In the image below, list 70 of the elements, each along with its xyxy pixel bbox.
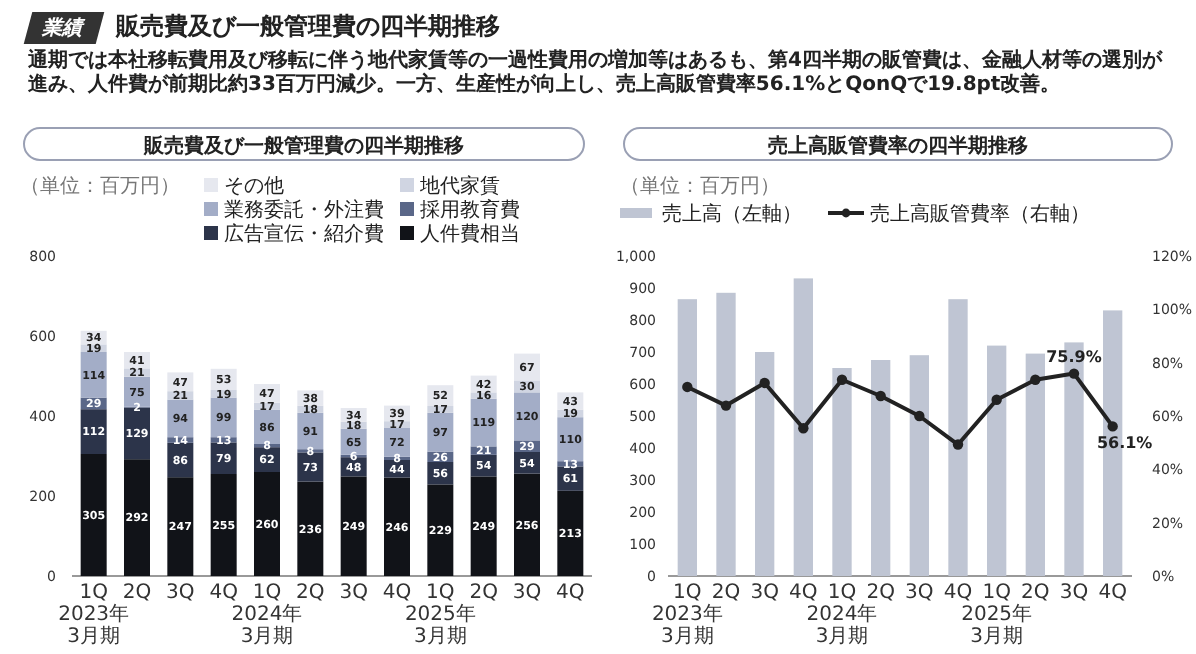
bar: [909, 355, 929, 576]
text: （単位：百万円）: [20, 174, 180, 198]
x-tick-label: 3Q: [1059, 582, 1089, 604]
legend-label: 売上高（左軸）: [662, 202, 802, 226]
point: [682, 381, 693, 393]
bar: [871, 360, 891, 576]
chart-title: 販売費及び一般管理費の四半期推移: [142, 134, 464, 158]
point: [798, 423, 809, 434]
bar: [80, 454, 107, 576]
legend-label: 地代家賃: [418, 174, 500, 198]
legend-label: 業務委託・外注費: [224, 198, 384, 222]
bar: [80, 409, 107, 454]
text: （単位：百万円）: [620, 174, 780, 198]
bar: [470, 476, 497, 576]
point: [991, 394, 1002, 405]
legend-label: 採用教育費: [420, 198, 520, 222]
bar: [948, 299, 968, 576]
bar: [987, 345, 1007, 576]
bar: [384, 477, 410, 576]
bar: [297, 481, 324, 576]
point: [836, 374, 848, 385]
legend-label: その他: [224, 174, 284, 198]
bar: [254, 472, 280, 576]
bar: [514, 392, 540, 441]
bar: [427, 484, 454, 576]
bar: [427, 412, 454, 452]
chart-title: 売上高販管費率の四半期推移: [768, 134, 1028, 158]
point: [1068, 368, 1080, 379]
point: [759, 377, 770, 389]
bar: [210, 474, 237, 576]
bar: [755, 352, 775, 576]
bar: [793, 278, 813, 576]
x-tick-label: 2Q: [1021, 582, 1050, 604]
text: 業績: [23, 11, 105, 43]
data-label: 56.1%: [1096, 434, 1153, 453]
bar: [340, 476, 367, 576]
x-tick-label: 3Q: [750, 582, 780, 604]
point: [914, 410, 925, 422]
bar: [716, 292, 736, 576]
bar: [832, 368, 852, 576]
legend-label: 人件費相当: [420, 222, 520, 246]
point: [875, 390, 886, 402]
x-tick-label: 2Q: [866, 582, 896, 604]
text: 販売費及び一般管理費の四半期推移: [116, 10, 500, 44]
x-tick-label: 4Q: [789, 582, 818, 604]
x-tick-label: 2Q: [469, 582, 499, 604]
data-label: 75.9%: [1046, 347, 1102, 366]
x-tick-label: 3Q: [166, 582, 195, 604]
legend-label: 売上高販管費率（右軸）: [870, 202, 1090, 226]
point: [952, 439, 964, 450]
x-tick-label: 3Q: [512, 582, 542, 604]
x-tick-label: 4Q: [1098, 582, 1128, 604]
x-tick-label: 2Q: [711, 582, 741, 604]
text: 通期では本社移転費用及び移転に伴う地代家賃等の一過性費用の増加等はあるも、第4四半期の販管費は、金融人材等の選別が進み、人件費が前期比約33百万円減少。一方、生産性が向上し、売上高販管費率56.1%とQonQで19.8pt改善。: [28, 50, 1165, 98]
x-tick-label: 2Q: [296, 582, 325, 604]
x-tick-label: 3Q: [905, 582, 934, 604]
point: [720, 400, 732, 411]
bar: [677, 299, 697, 576]
bar: [124, 459, 150, 576]
x-tick-label: 4Q: [943, 582, 973, 604]
x-tick-label: 3Q: [339, 582, 369, 604]
point: [1030, 374, 1041, 385]
legend-label: 広告宣伝・紹介費: [224, 222, 384, 246]
bar: [167, 477, 194, 576]
bar: [514, 473, 540, 576]
bar: [1025, 353, 1045, 576]
point: [1107, 421, 1118, 432]
bar: [557, 490, 584, 576]
bar: [80, 352, 107, 398]
x-tick-label: 4Q: [556, 582, 585, 604]
